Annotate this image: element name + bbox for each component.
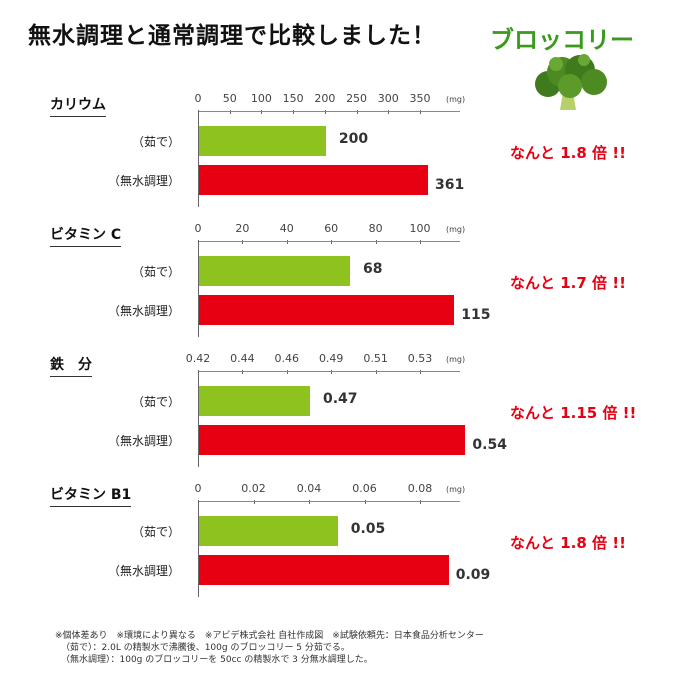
y-axis-line <box>198 501 199 597</box>
category-label: （茹で） <box>131 525 180 539</box>
axis-tick-label: 200 <box>314 92 336 105</box>
panel-title: 鉄 分 <box>50 354 92 377</box>
data-label: 0.54 <box>472 437 507 453</box>
panel-title: ビタミン B1 <box>50 484 132 507</box>
axis-unit: (mg) <box>446 355 466 364</box>
data-label: 68 <box>362 261 383 277</box>
axis-tick <box>324 110 326 114</box>
axis-tick <box>293 110 295 114</box>
axis-tick <box>331 240 333 244</box>
data-label: 0.47 <box>323 391 358 407</box>
bar-waterless <box>199 295 455 325</box>
axis-tick <box>229 110 231 114</box>
category-label: （無水調理） <box>107 564 180 578</box>
axis-tick-label: 0.02 <box>241 482 266 495</box>
axis-tick-label: 0.04 <box>296 482 322 495</box>
bar-boiled <box>199 386 310 416</box>
axis-tick <box>375 240 377 244</box>
axis-tick-label: 0.51 <box>363 352 388 365</box>
axis-unit: (mg) <box>446 485 466 494</box>
data-label: 200 <box>338 131 369 147</box>
y-axis-line <box>198 241 199 337</box>
axis-tick-label: 60 <box>324 222 339 235</box>
y-axis-line <box>198 371 199 467</box>
bar-waterless <box>199 165 428 195</box>
axis-tick-label: 0 <box>194 222 202 235</box>
bar-boiled <box>199 256 350 286</box>
axis-tick-label: 300 <box>377 92 399 105</box>
axis-tick-label: 0.53 <box>407 352 433 365</box>
bar-waterless <box>199 425 466 455</box>
broccoli-icon <box>535 54 607 110</box>
axis-tick <box>331 370 333 374</box>
axis-tick <box>242 240 244 244</box>
x-axis-line <box>198 501 460 502</box>
axis-tick <box>375 370 377 374</box>
axis-tick-label: 350 <box>409 92 431 105</box>
x-axis-line <box>198 111 460 112</box>
axis-unit: (mg) <box>446 225 466 234</box>
category-label: （無水調理） <box>107 434 180 448</box>
panel-title: ビタミン C <box>50 224 122 247</box>
axis-tick <box>309 500 310 504</box>
axis-tick <box>356 110 358 114</box>
bar-boiled <box>199 516 338 546</box>
axis-tick-label: 100 <box>409 222 431 235</box>
category-label: （無水調理） <box>107 174 180 188</box>
axis-tick <box>420 110 421 114</box>
bar-waterless <box>199 555 449 585</box>
axis-tick <box>364 500 366 504</box>
data-label: 0.09 <box>455 567 491 583</box>
category-label: （無水調理） <box>107 304 180 318</box>
axis-tick <box>420 500 421 504</box>
axis-tick-label: 50 <box>222 92 237 105</box>
axis-tick-label: 150 <box>282 92 304 105</box>
y-axis-line <box>198 111 199 207</box>
axis-tick-label: 0.49 <box>318 352 344 365</box>
axis-tick <box>388 110 390 114</box>
axis-tick <box>242 370 244 374</box>
axis-tick-label: 0.06 <box>352 482 377 495</box>
x-axis-line <box>198 241 460 242</box>
footnote: ※個体差あり ※環境により異なる ※アビデ株式会社 自社作成図 ※試験依頼先：日… <box>55 631 484 641</box>
axis-tick <box>253 500 255 504</box>
axis-tick-label: 0.44 <box>230 352 255 365</box>
page-title: 無水調理と通常調理で比較しました！ <box>28 23 436 49</box>
category-label: （茹で） <box>131 395 180 409</box>
axis-unit: (mg) <box>446 95 466 104</box>
axis-tick-label: 250 <box>346 92 368 105</box>
axis-tick-label: 0 <box>194 482 202 495</box>
axis-tick-label: 80 <box>368 222 383 235</box>
footnote: （茹で）：2.0L の精製水で沸騰後、100g のブロッコリー 5 分茹でる。 <box>61 643 350 653</box>
brand-label: ブロッコリー <box>490 26 634 54</box>
ratio-label: なんと 1.7 倍 !! <box>510 274 626 292</box>
axis-tick-label: 20 <box>235 222 250 235</box>
footnotes: ※個体差あり ※環境により異なる ※アビデ株式会社 自社作成図 ※試験依頼先：日… <box>55 630 484 666</box>
x-axis-line <box>198 371 460 372</box>
axis-tick-label: 100 <box>250 92 272 105</box>
ratio-label: なんと 1.8 倍 !! <box>510 534 626 552</box>
axis-tick-label: 40 <box>279 222 294 235</box>
data-label: 115 <box>461 307 491 323</box>
axis-tick-label: 0.42 <box>185 352 211 365</box>
axis-tick-label: 0.08 <box>407 482 433 495</box>
ratio-label: なんと 1.8 倍 !! <box>510 144 626 162</box>
panel-title: カリウム <box>50 94 106 117</box>
axis-tick <box>420 240 421 244</box>
footnote: （無水調理）：100g のブロッコリーを 50cc の精製水で 3 分無水調理し… <box>61 655 373 665</box>
ratio-label: なんと 1.15 倍 !! <box>510 404 637 422</box>
axis-tick <box>420 370 421 374</box>
axis-tick <box>286 370 288 374</box>
data-label: 0.05 <box>350 521 386 537</box>
axis-tick-label: 0.46 <box>274 352 300 365</box>
data-label: 361 <box>434 177 465 193</box>
axis-tick <box>261 110 263 114</box>
bar-boiled <box>199 126 326 156</box>
axis-tick <box>286 240 288 244</box>
category-label: （茹で） <box>131 135 180 149</box>
axis-tick-label: 0 <box>194 92 202 105</box>
category-label: （茹で） <box>131 265 180 279</box>
